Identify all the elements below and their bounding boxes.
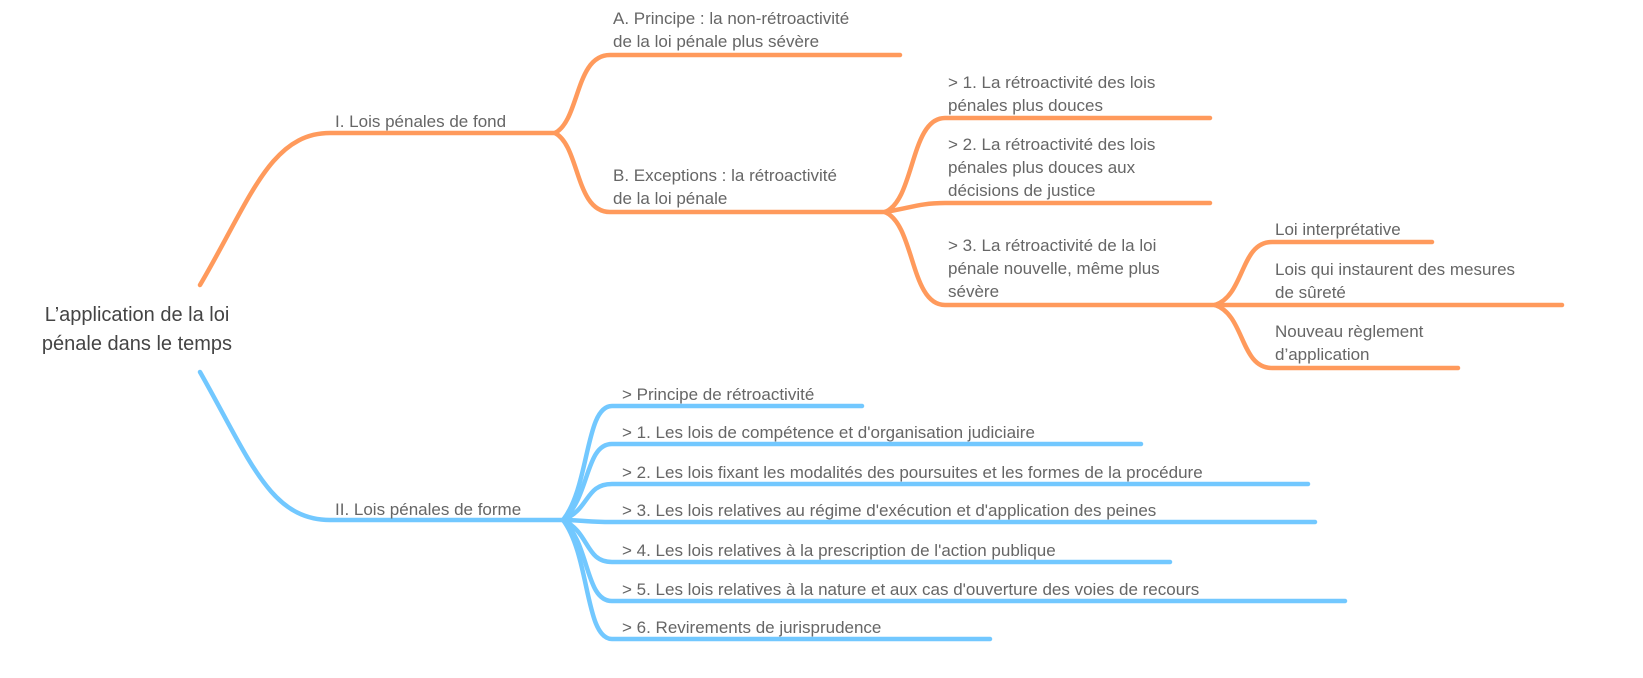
node-loi-interpretative[interactable]: Loi interprétative [1275,218,1401,241]
node-forme-item[interactable]: > 3. Les lois relatives au régime d'exéc… [622,499,1156,522]
connector-forme-item [560,441,1144,523]
node-line: de la loi pénale plus sévère [613,32,820,51]
connector-root-fond [197,130,558,288]
node-lois-penales-de-forme[interactable]: II. Lois pénales de forme [335,498,521,521]
node-line: pénales plus douces [948,96,1104,115]
root-line: pénale dans le temps [41,333,233,355]
node-forme-item[interactable]: > 4. Les lois relatives à la prescriptio… [622,539,1056,562]
node-label: > 6. Revirements de jurisprudence [622,618,882,637]
node-line: pénales plus douces aux [948,158,1136,177]
node-label: > 2. Les lois fixant les modalités des p… [622,463,1203,482]
connector-b-1 [882,115,1213,215]
node-line: de sûreté [1275,283,1346,302]
node-line: de la loi pénale [613,189,728,208]
node-lois-penales-de-fond[interactable]: I. Lois pénales de fond [335,110,506,133]
node-line: Nouveau règlement [1275,322,1424,341]
node-label: > 3. Les lois relatives au régime d'exéc… [622,501,1157,520]
connector-3-a [1212,239,1435,308]
node-forme-item[interactable]: > 1. Les lois de compétence et d'organis… [622,421,1035,444]
node-line: A. Principe : la non-rétroactivité [613,9,850,28]
connector-forme-item [560,481,1311,523]
node-line: > 1. La rétroactivité des lois [948,73,1156,92]
connector-fond-a [552,52,903,136]
node-label: > 1. Les lois de compétence et d'organis… [622,423,1035,442]
forme-connectors [560,403,1348,642]
node-line: d’application [1275,345,1370,364]
node-exceptions[interactable]: B. Exceptions : la rétroactivité de la l… [613,164,837,210]
node-label: > 5. Les lois relatives à la nature et a… [622,580,1200,599]
node-nouveau-reglement[interactable]: Nouveau règlement d’application [1275,320,1423,366]
node-label: > Principe de rétroactivité [622,385,815,404]
node-retroactivite-1[interactable]: > 1. La rétroactivité des lois pénales p… [948,71,1155,117]
connector-fond-b [552,130,888,215]
node-forme-item[interactable]: > Principe de rétroactivité [622,383,814,406]
connector-3-c [1212,302,1461,371]
node-retroactivite-2[interactable]: > 2. La rétroactivité des lois pénales p… [948,133,1155,202]
node-principe[interactable]: A. Principe : la non-rétroactivité de la… [613,7,849,53]
connector-b-3 [882,209,1218,308]
root-node[interactable]: L’application de la loi pénale dans le t… [7,301,267,359]
connector-forme-item [560,517,993,642]
root-line: L’application de la loi [44,304,230,326]
node-label: I. Lois pénales de fond [335,112,507,131]
connector-b-2 [882,200,1213,215]
connector-forme-item [560,403,865,523]
node-forme-item[interactable]: > 6. Revirements de jurisprudence [622,616,881,639]
node-line: > 2. La rétroactivité des lois [948,135,1156,154]
node-forme-item[interactable]: > 2. Les lois fixant les modalités des p… [622,461,1203,484]
node-line: pénale nouvelle, même plus [948,259,1160,278]
node-line: Lois qui instaurent des mesures [1275,260,1516,279]
node-mesures-surete[interactable]: Lois qui instaurent des mesures de sûret… [1275,258,1515,304]
connector-forme-item [560,517,1318,525]
connector-forme-item [560,517,1173,565]
node-line: Loi interprétative [1275,220,1401,239]
node-line: sévère [948,282,1000,301]
node-label: > 4. Les lois relatives à la prescriptio… [622,541,1056,560]
node-line: > 3. La rétroactivité de la loi [948,236,1157,255]
node-label: II. Lois pénales de forme [335,500,522,519]
node-line: B. Exceptions : la rétroactivité [613,166,837,185]
node-forme-item[interactable]: > 5. Les lois relatives à la nature et a… [622,578,1199,601]
connector-root-forme [197,369,566,523]
node-retroactivite-3[interactable]: > 3. La rétroactivité de la loi pénale n… [948,234,1160,303]
node-line: décisions de justice [948,181,1096,200]
